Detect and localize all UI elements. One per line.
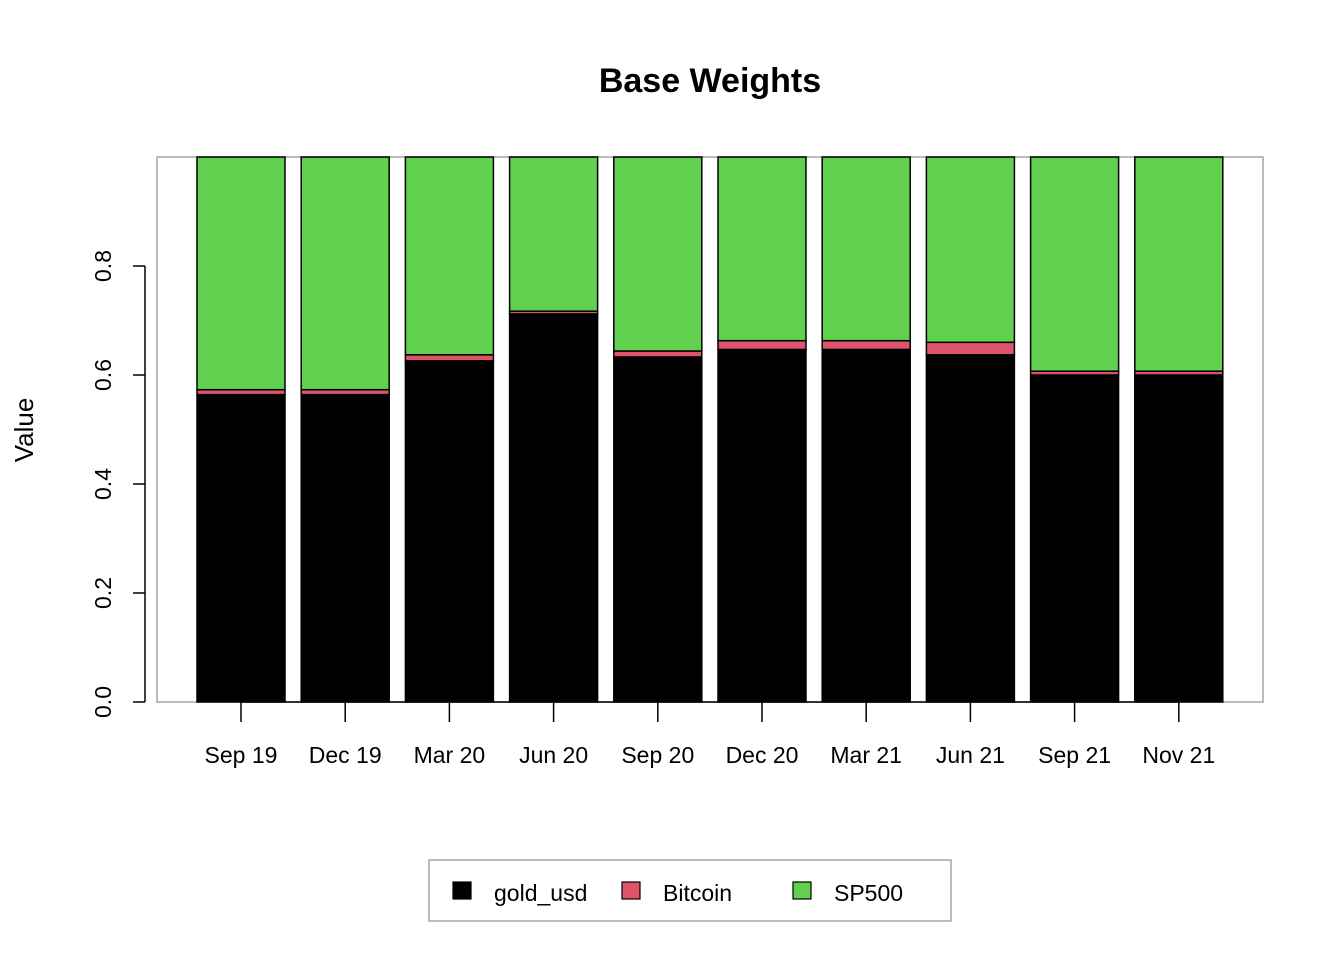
legend-key-bitcoin bbox=[621, 881, 641, 900]
bar-sp500-nov-21 bbox=[1134, 156, 1224, 372]
bar-bitcoin-dec-20 bbox=[717, 339, 807, 351]
bars-group bbox=[196, 156, 1224, 703]
x-tick-label-jun-20: Jun 20 bbox=[519, 742, 588, 768]
bar-gold-usd-nov-21 bbox=[1134, 374, 1224, 703]
legend-key-sp500 bbox=[792, 881, 812, 900]
legend-label-gold-usd: gold_usd bbox=[494, 880, 587, 906]
bar-sp500-sep-20 bbox=[613, 156, 703, 352]
chart-title: Base Weights bbox=[599, 62, 821, 100]
bar-sp500-mar-21 bbox=[821, 156, 911, 342]
legend-label-bitcoin: Bitcoin bbox=[663, 880, 732, 906]
bar-sp500-sep-19 bbox=[196, 156, 286, 391]
legend: gold_usd Bitcoin SP500 bbox=[428, 859, 952, 922]
y-axis-label: Value bbox=[9, 398, 39, 463]
bar-gold-usd-mar-21 bbox=[821, 348, 911, 703]
bar-gold-usd-jun-20 bbox=[508, 313, 599, 703]
bar-bitcoin-mar-20 bbox=[404, 354, 495, 362]
bar-sp500-jun-21 bbox=[925, 156, 1016, 344]
y-axis: 0.0 0.2 0.4 0.6 0.8 bbox=[90, 250, 146, 718]
x-tick-label-sep-19: Sep 19 bbox=[205, 742, 278, 768]
y-tick-label-0-6: 0.6 bbox=[90, 359, 116, 391]
bar-gold-usd-mar-20 bbox=[404, 360, 495, 703]
legend-key-gold-usd bbox=[452, 881, 472, 900]
x-tick-label-dec-19: Dec 19 bbox=[309, 742, 382, 768]
bar-bitcoin-jun-21 bbox=[925, 341, 1016, 356]
x-tick-label-nov-21: Nov 21 bbox=[1142, 742, 1215, 768]
bar-bitcoin-mar-21 bbox=[821, 339, 911, 351]
bar-sp500-sep-21 bbox=[1029, 156, 1120, 372]
x-tick-label-mar-21: Mar 21 bbox=[830, 742, 902, 768]
y-tick-label-0-8: 0.8 bbox=[90, 250, 116, 282]
bar-gold-usd-dec-19 bbox=[300, 393, 390, 703]
bar-sp500-dec-20 bbox=[717, 156, 807, 342]
bar-sp500-dec-19 bbox=[300, 156, 390, 391]
x-tick-label-sep-20: Sep 20 bbox=[621, 742, 694, 768]
bar-sp500-jun-20 bbox=[508, 156, 599, 312]
y-tick-label-0-4: 0.4 bbox=[90, 468, 116, 500]
bar-gold-usd-jun-21 bbox=[925, 354, 1016, 703]
bar-gold-usd-dec-20 bbox=[717, 348, 807, 703]
x-tick-label-mar-20: Mar 20 bbox=[414, 742, 486, 768]
bar-bitcoin-sep-20 bbox=[613, 350, 703, 358]
bar-gold-usd-sep-20 bbox=[613, 356, 703, 703]
legend-label-sp500: SP500 bbox=[834, 880, 903, 906]
bar-gold-usd-sep-21 bbox=[1029, 374, 1120, 703]
x-tick-label-dec-20: Dec 20 bbox=[726, 742, 799, 768]
bar-gold-usd-sep-19 bbox=[196, 393, 286, 703]
bar-sp500-mar-20 bbox=[404, 156, 495, 356]
x-tick-label-jun-21: Jun 21 bbox=[936, 742, 1005, 768]
x-tick-label-sep-21: Sep 21 bbox=[1038, 742, 1111, 768]
y-tick-label-0-2: 0.2 bbox=[90, 577, 116, 609]
y-tick-label-0-0: 0.0 bbox=[90, 686, 116, 718]
x-axis: Sep 19 Dec 19 Mar 20 Jun 20 Sep 20 Dec 20 Mar … bbox=[205, 701, 1215, 768]
legend-box bbox=[428, 859, 952, 922]
